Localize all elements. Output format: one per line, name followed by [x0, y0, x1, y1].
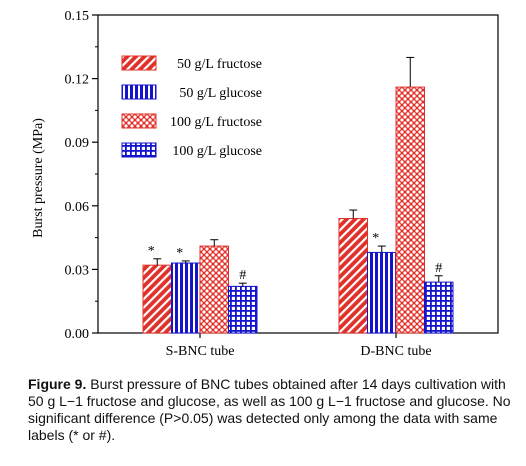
bars: * * # * #: [142, 56, 454, 334]
legend-swatch: [121, 113, 157, 129]
legend-label: 50 g/L fructose: [177, 57, 262, 72]
significance-label: *: [148, 244, 155, 259]
bar: [338, 218, 368, 334]
bar: [199, 245, 229, 334]
legend-swatch: [121, 84, 157, 100]
significance-label: #: [239, 268, 246, 283]
legend-label: 100 g/L fructose: [170, 115, 262, 130]
bar: [171, 262, 201, 334]
significance-label: #: [435, 261, 442, 276]
legend-swatch: [121, 142, 157, 158]
y-tick-label: 0.09: [65, 136, 90, 151]
bar: [228, 285, 258, 334]
bar: [424, 281, 454, 334]
bar: [367, 251, 397, 334]
caption-label: Figure 9.: [28, 376, 87, 392]
bar: [395, 86, 425, 334]
burst-pressure-chart: 0.00 0.03 0.06 0.09 0.12 0.15 S-BNC tube D-BNC …: [31, 9, 499, 359]
significance-label: *: [372, 231, 379, 246]
x-tick-label: D-BNC tube: [360, 344, 431, 359]
y-tick-label: 0.03: [65, 263, 90, 278]
y-tick-label: 0.06: [65, 200, 90, 215]
significance-label: *: [176, 246, 183, 261]
y-tick-label: 0.15: [65, 9, 90, 24]
figure-caption: Figure 9. Burst pressure of BNC tubes ob…: [28, 376, 514, 444]
y-axis-label: Burst pressure (MPa): [31, 118, 46, 238]
bar: [142, 264, 172, 334]
x-tick-label: S-BNC tube: [166, 344, 235, 359]
y-tick-label: 0.00: [65, 327, 90, 342]
legend-label: 100 g/L glucose: [172, 144, 262, 159]
y-tick-label: 0.12: [65, 73, 90, 88]
legend-swatch: [121, 55, 157, 71]
axes: 0.00 0.03 0.06 0.09 0.12 0.15 S-BNC tube D-BNC …: [65, 9, 499, 359]
legend-label: 50 g/L glucose: [179, 86, 262, 101]
caption-text: Burst pressure of BNC tubes obtained aft…: [28, 376, 511, 443]
legend: 50 g/L fructose 50 g/L glucose 100 g/L fru…: [121, 55, 262, 159]
